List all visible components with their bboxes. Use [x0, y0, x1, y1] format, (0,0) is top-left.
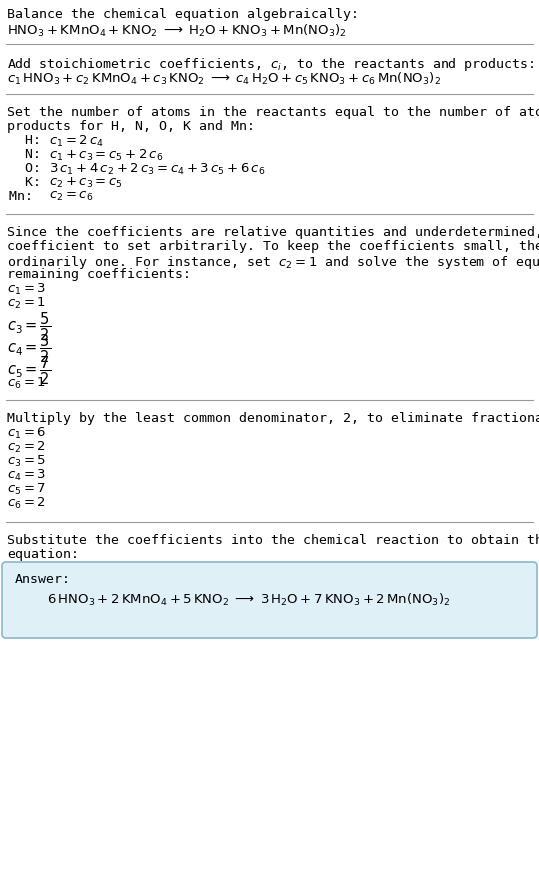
- Text: $c_4 = 3$: $c_4 = 3$: [7, 468, 46, 483]
- Text: H:: H:: [9, 134, 57, 147]
- Text: $c_2 = 2$: $c_2 = 2$: [7, 440, 46, 455]
- Text: K:: K:: [9, 176, 57, 189]
- Text: equation:: equation:: [7, 548, 79, 561]
- Text: $c_5 = 7$: $c_5 = 7$: [7, 482, 46, 498]
- FancyBboxPatch shape: [2, 562, 537, 638]
- Text: $3\,c_1 + 4\,c_2 + 2\,c_3 = c_4 + 3\,c_5 + 6\,c_6$: $3\,c_1 + 4\,c_2 + 2\,c_3 = c_4 + 3\,c_5…: [49, 162, 265, 177]
- Text: $c_4 = \dfrac{3}{2}$: $c_4 = \dfrac{3}{2}$: [7, 332, 51, 365]
- Text: ordinarily one. For instance, set $c_2 = 1$ and solve the system of equations fo: ordinarily one. For instance, set $c_2 =…: [7, 254, 539, 271]
- Text: $c_2 + c_3 = c_5$: $c_2 + c_3 = c_5$: [49, 176, 123, 190]
- Text: Balance the chemical equation algebraically:: Balance the chemical equation algebraica…: [7, 8, 359, 21]
- Text: $6\,\mathrm{HNO_3} + 2\,\mathrm{KMnO_4} + 5\,\mathrm{KNO_2}\;\longrightarrow\; 3: $6\,\mathrm{HNO_3} + 2\,\mathrm{KMnO_4} …: [47, 592, 451, 608]
- Text: $c_3 = \dfrac{5}{2}$: $c_3 = \dfrac{5}{2}$: [7, 310, 51, 343]
- Text: $\mathrm{HNO_3 + KMnO_4 + KNO_2 \;\longrightarrow\; H_2O + KNO_3 + Mn(NO_3)_2}$: $\mathrm{HNO_3 + KMnO_4 + KNO_2 \;\longr…: [7, 23, 347, 39]
- Text: $c_1\,\mathrm{HNO_3} + c_2\,\mathrm{KMnO_4} + c_3\,\mathrm{KNO_2}\;\longrightarr: $c_1\,\mathrm{HNO_3} + c_2\,\mathrm{KMnO…: [7, 71, 441, 87]
- Text: $c_3 = 5$: $c_3 = 5$: [7, 454, 46, 469]
- Text: $c_5 = \dfrac{7}{2}$: $c_5 = \dfrac{7}{2}$: [7, 354, 51, 386]
- Text: Multiply by the least common denominator, 2, to eliminate fractional coefficient: Multiply by the least common denominator…: [7, 412, 539, 425]
- Text: $c_1 + c_3 = c_5 + 2\,c_6$: $c_1 + c_3 = c_5 + 2\,c_6$: [49, 148, 163, 163]
- Text: remaining coefficients:: remaining coefficients:: [7, 268, 191, 281]
- Text: products for H, N, O, K and Mn:: products for H, N, O, K and Mn:: [7, 120, 255, 133]
- Text: Answer:: Answer:: [15, 573, 71, 586]
- Text: Set the number of atoms in the reactants equal to the number of atoms in the: Set the number of atoms in the reactants…: [7, 106, 539, 119]
- Text: $c_6 = 1$: $c_6 = 1$: [7, 376, 46, 391]
- Text: O:: O:: [9, 162, 57, 175]
- Text: Mn:: Mn:: [9, 190, 49, 203]
- Text: $c_2 = 1$: $c_2 = 1$: [7, 296, 46, 311]
- Text: coefficient to set arbitrarily. To keep the coefficients small, the arbitrary va: coefficient to set arbitrarily. To keep …: [7, 240, 539, 253]
- Text: Substitute the coefficients into the chemical reaction to obtain the balanced: Substitute the coefficients into the che…: [7, 534, 539, 547]
- Text: $c_6 = 2$: $c_6 = 2$: [7, 496, 46, 511]
- Text: $c_1 = 3$: $c_1 = 3$: [7, 282, 46, 297]
- Text: Since the coefficients are relative quantities and underdetermined, choose a: Since the coefficients are relative quan…: [7, 226, 539, 239]
- Text: $c_2 = c_6$: $c_2 = c_6$: [49, 190, 93, 203]
- Text: $c_1 = 6$: $c_1 = 6$: [7, 426, 46, 441]
- Text: $c_1 = 2\,c_4$: $c_1 = 2\,c_4$: [49, 134, 104, 150]
- Text: Add stoichiometric coefficients, $c_i$, to the reactants and products:: Add stoichiometric coefficients, $c_i$, …: [7, 56, 535, 73]
- Text: N:: N:: [9, 148, 57, 161]
